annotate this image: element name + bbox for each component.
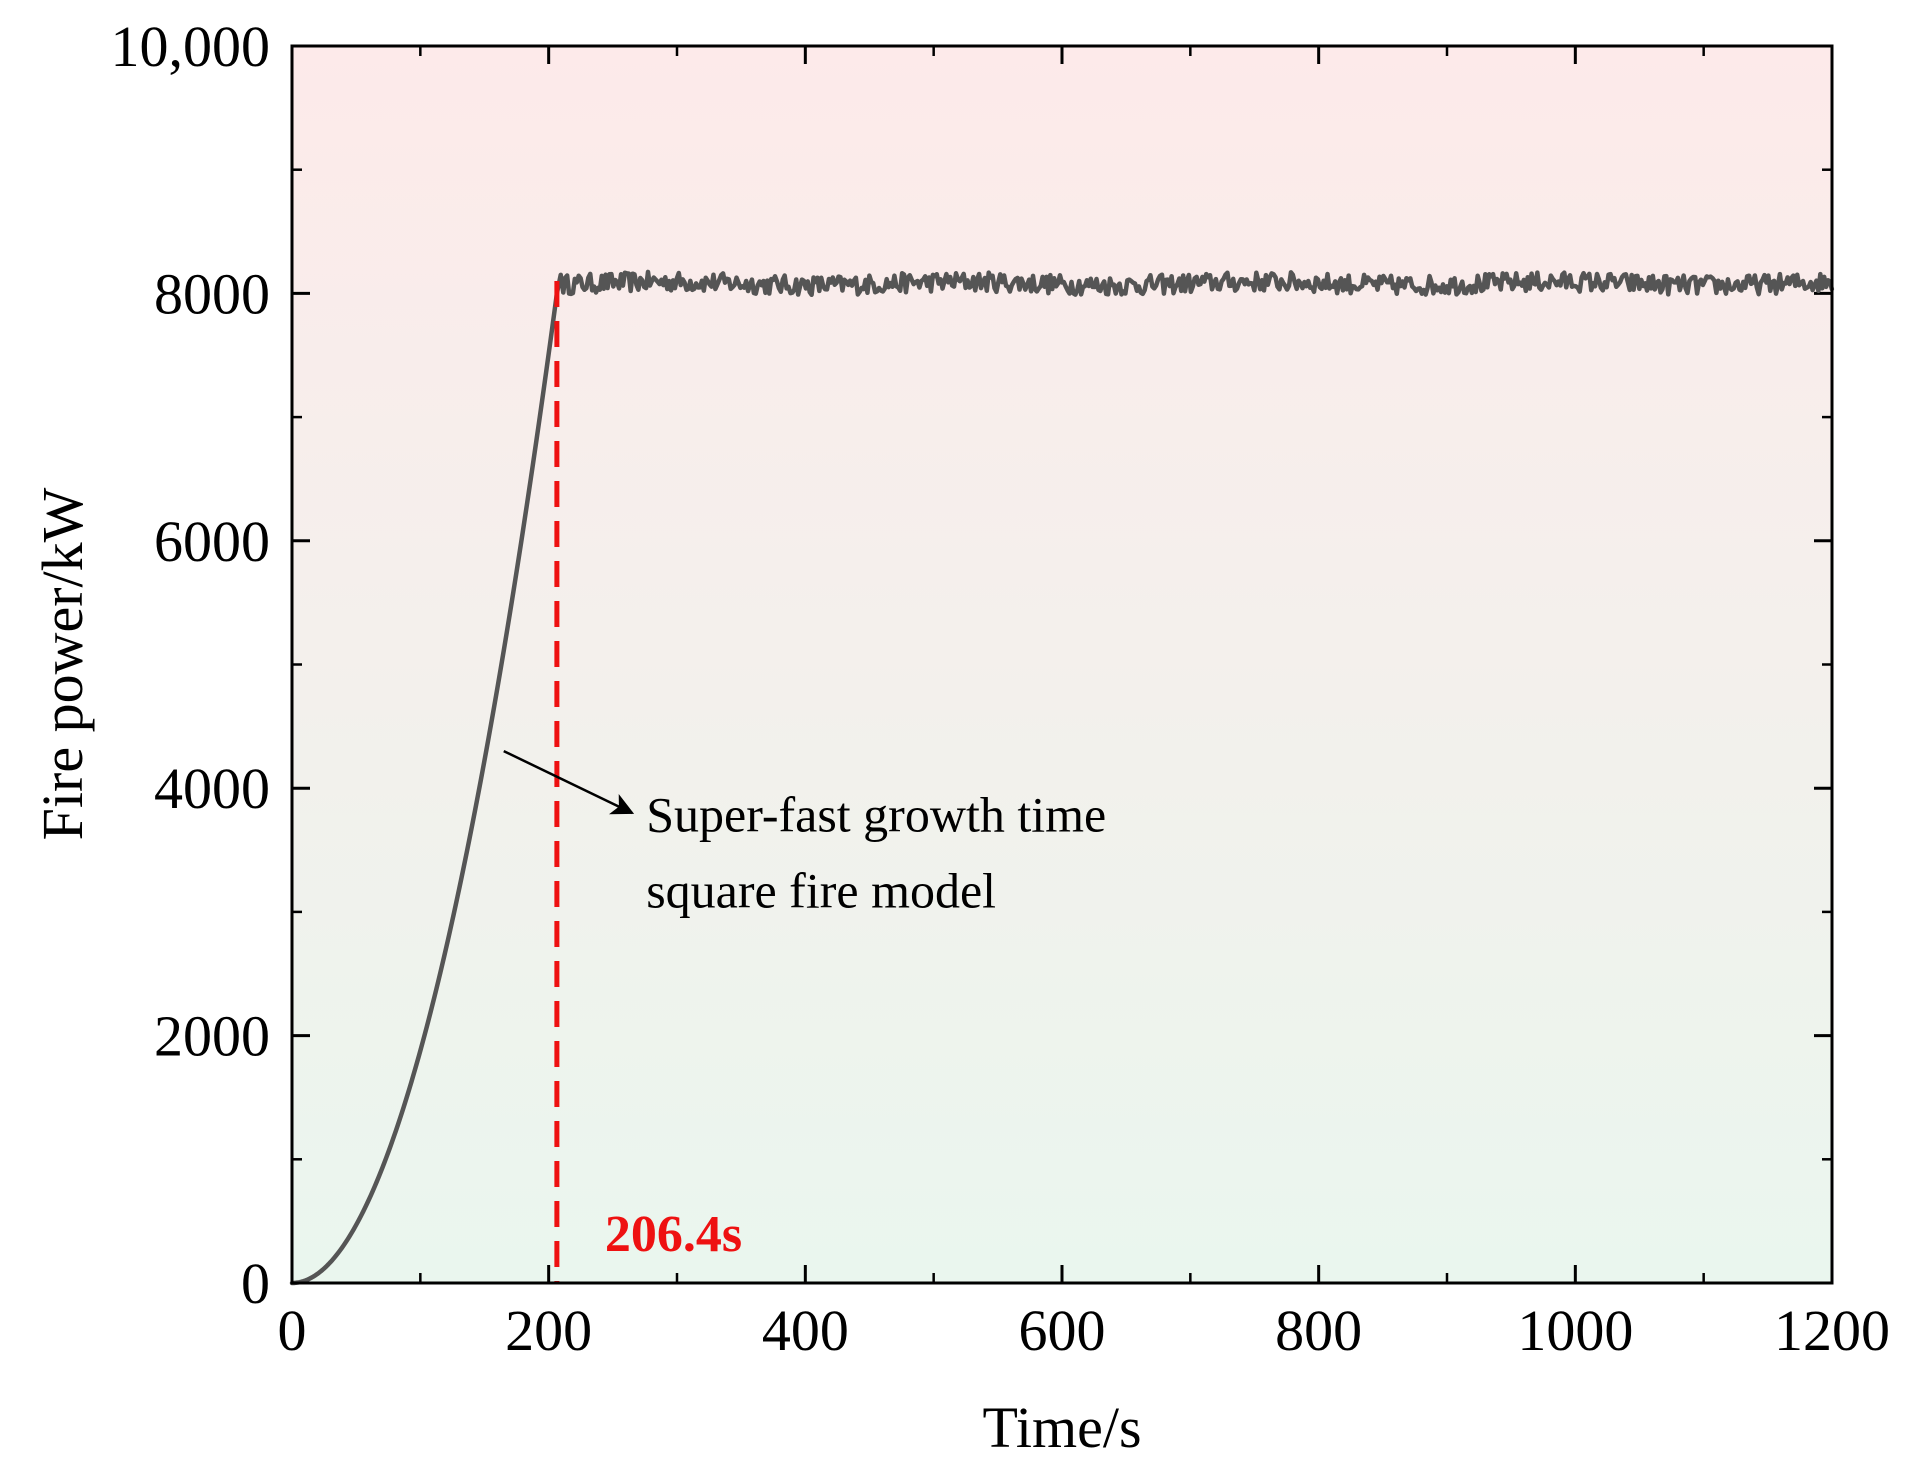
x-axis-label: Time/s — [982, 1395, 1141, 1460]
y-axis-label: Fire power/kW — [30, 487, 95, 840]
y-tick-label: 4000 — [154, 756, 270, 821]
annotation-line-2: square fire model — [646, 862, 996, 918]
x-tick-label: 600 — [1019, 1298, 1106, 1363]
minor-ticks — [292, 46, 1832, 1283]
x-tick-label: 1200 — [1774, 1298, 1890, 1363]
y-tick-label: 8000 — [154, 261, 270, 326]
y-tick-label: 10,000 — [111, 14, 271, 79]
y-tick-label: 6000 — [154, 509, 270, 574]
series-line-fire-power — [289, 269, 1835, 1286]
x-tick-label: 1000 — [1517, 1298, 1633, 1363]
annotation-arrow — [503, 749, 635, 815]
y-tick-label: 2000 — [154, 1004, 270, 1069]
time-marker-label: 206.4s — [605, 1206, 742, 1263]
annotation-line-1: Super-fast growth time — [646, 786, 1106, 842]
x-tick-labels: 0 200 400 600 800 1000 1200 — [278, 1298, 1891, 1363]
plot-frame — [290, 44, 1834, 1285]
plot-background — [292, 46, 1832, 1283]
x-tick-label: 800 — [1275, 1298, 1362, 1363]
x-tick-label: 200 — [505, 1298, 592, 1363]
x-tick-label: 0 — [278, 1298, 307, 1363]
y-tick-label: 0 — [241, 1251, 270, 1316]
x-tick-label: 400 — [762, 1298, 849, 1363]
y-tick-labels: 0 2000 4000 6000 8000 10,000 — [111, 14, 271, 1316]
